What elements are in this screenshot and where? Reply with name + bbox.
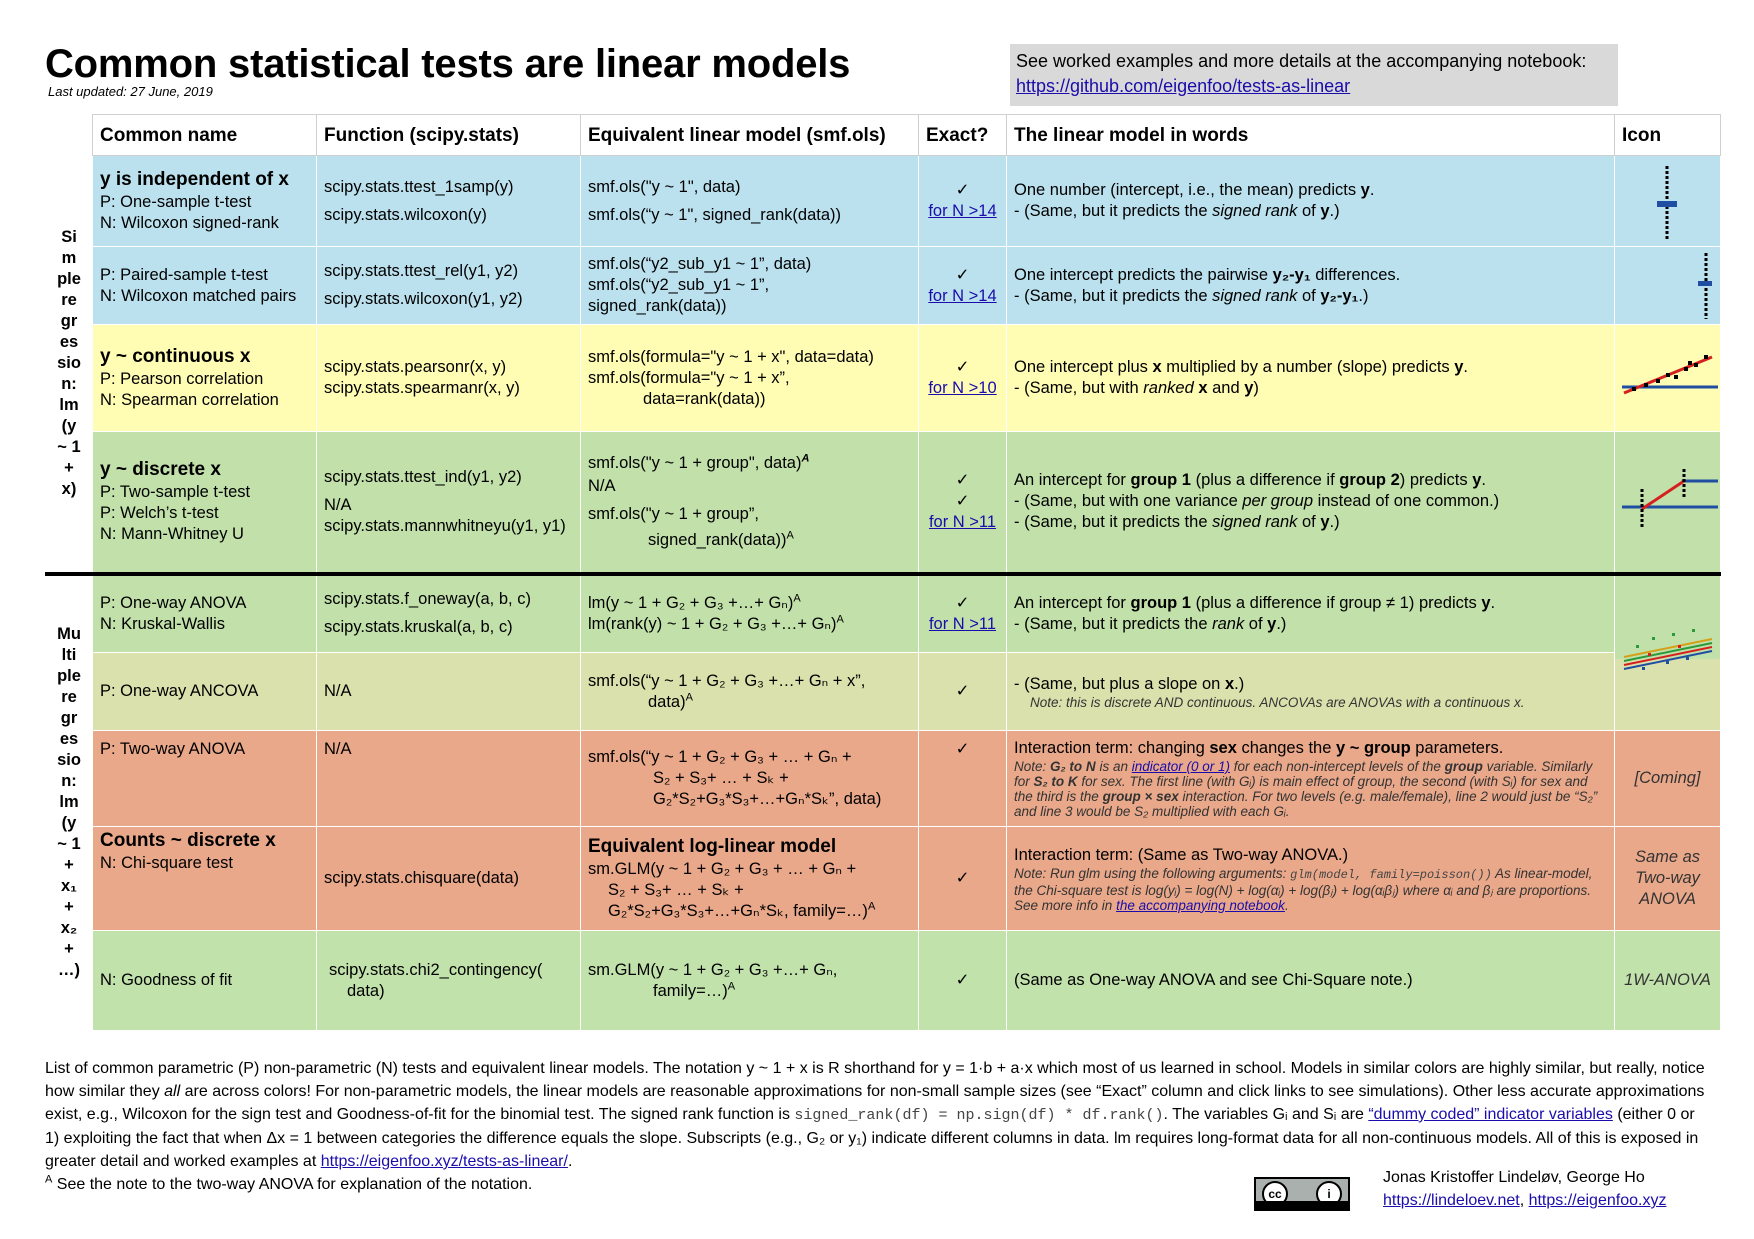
correlation-scatter-icon <box>1614 324 1721 432</box>
table-row: P: Two-way ANOVA N/A smf.ols(“y ~ 1 + G₂… <box>46 730 1721 827</box>
cell-function: scipy.stats.chisquare(data) <box>316 826 581 931</box>
cell-exact: ✓ for N >10 <box>918 324 1007 432</box>
cell-words: - (Same, but plus a slope on x.) Note: th… <box>1006 652 1615 731</box>
author-credits: Jonas Kristoffer Lindeløv, George Ho htt… <box>1383 1169 1667 1209</box>
col-words: The linear model in words <box>1006 114 1615 156</box>
paired-dots-icon <box>1614 246 1721 325</box>
exact-link[interactable]: for N >11 <box>928 614 997 633</box>
cell-common-name: y ~ discrete x P: Two-sample t-test P: Wel… <box>92 431 317 574</box>
cell-function: scipy.stats.ttest_1samp(y) scipy.stats.wi… <box>316 155 581 247</box>
notebook-link[interactable]: https://github.com/eigenfoo/tests-as-lin… <box>1016 76 1351 96</box>
cell-exact: ✓ <box>918 652 1007 731</box>
cell-function: scipy.stats.f_oneway(a, b, c) scipy.stats… <box>316 571 581 653</box>
last-updated: Last updated: 27 June, 2019 <box>48 84 213 99</box>
side-label-multiple: Mu lti ple re gr es sio n: lm (y ~ 1 + x₁ + x₂ +…) <box>45 571 93 1031</box>
cell-common-name: N: Goodness of fit <box>92 930 317 1031</box>
cell-model: smf.ols("y ~ 1 + group", data)A N/A smf.ol… <box>580 431 919 574</box>
cell-words: One number (intercept, i.e., the mean) p… <box>1006 155 1615 247</box>
one-way-anova-label: 1W-ANOVA <box>1614 930 1721 1031</box>
cell-exact: ✓ for N >14 <box>918 155 1007 247</box>
cell-common-name: P: One-way ANOVA N: Kruskal-Wallis <box>92 571 317 653</box>
page-title: Common statistical tests are linear mode… <box>45 42 851 86</box>
cell-common-name: y ~ continuous x P: Pearson correlation N:… <box>92 324 317 432</box>
table-row: y ~ continuous x P: Pearson correlation N:… <box>46 324 1721 432</box>
col-exact: Exact? <box>918 114 1007 156</box>
exact-link[interactable]: for N >11 <box>928 513 997 532</box>
table-row: Counts ~ discrete x N: Chi-square test sc… <box>46 826 1721 931</box>
notebook-note: See worked examples and more details at … <box>1010 44 1618 106</box>
notebook-note-text: See worked examples and more details at … <box>1016 51 1587 71</box>
header-row: Common name Function (scipy.stats) Equiv… <box>45 114 1721 156</box>
same-as-two-way-label: Same as Two-way ANOVA <box>1614 826 1721 931</box>
exact-link[interactable]: for N >10 <box>928 379 997 397</box>
cell-common-name: Counts ~ discrete x N: Chi-square test <box>92 826 317 931</box>
cell-exact: ✓ for N >14 <box>918 246 1007 325</box>
cell-common-name: P: Two-way ANOVA <box>92 730 317 827</box>
table-row: P: One-way ANCOVA N/A smf.ols(“y ~ 1 + G… <box>46 652 1721 731</box>
cell-model: smf.ols(“y ~ 1 + G₂ + G₃ + … + Gₙ + S₂ + … <box>580 730 919 827</box>
cell-model: smf.ols(formula="y ~ 1 + x", data=data) s… <box>580 324 919 432</box>
cell-model: smf.ols(“y ~ 1 + G₂ + G₃ +…+ Gₙ + x”, dat… <box>580 652 919 731</box>
cell-exact: ✓ for N >11 <box>918 571 1007 653</box>
eigenfoo-link[interactable]: https://eigenfoo.xyz <box>1528 1192 1667 1209</box>
table-row: y ~ discrete x P: Two-sample t-test P: Wel… <box>46 431 1721 574</box>
table-row: N: Goodness of fit scipy.stats.chi2_cont… <box>46 930 1721 1031</box>
side-label-simple: Si m ple re gr es sio n: lm (y ~ 1 + x) <box>45 155 93 574</box>
cell-function: scipy.stats.ttest_ind(y1, y2) N/A scipy.st… <box>316 431 581 574</box>
exact-link[interactable]: for N >14 <box>928 202 997 220</box>
anova-scatter-icon <box>1614 571 1721 731</box>
two-group-icon <box>1614 431 1721 574</box>
col-function: Function (scipy.stats) <box>316 114 581 156</box>
cell-words: An intercept for group 1 (plus a differe… <box>1006 571 1615 653</box>
dummy-coded-link[interactable]: “dummy coded” indicator variables <box>1368 1106 1613 1123</box>
col-common-name: Common name <box>92 114 317 156</box>
notebook-note-link[interactable]: the accompanying notebook <box>1116 897 1285 913</box>
cell-words: An intercept for group 1 (plus a differe… <box>1006 431 1615 574</box>
table-row: Mu lti ple re gr es sio n: lm (y ~ 1 + x₁ + x₂ +…) P: O… <box>45 571 1721 1031</box>
cell-function: scipy.stats.ttest_rel(y1, y2) scipy.stats… <box>316 246 581 325</box>
tests-as-linear-link[interactable]: https://eigenfoo.xyz/tests-as-linear/ <box>320 1153 568 1170</box>
lindeloev-link[interactable]: https://lindeloev.net <box>1383 1192 1520 1209</box>
cell-model: Equivalent log-linear model sm.GLM(y ~ 1 … <box>580 826 919 931</box>
cell-exact: ✓ <box>918 930 1007 1031</box>
cell-exact: ✓ <box>918 826 1007 931</box>
cc-by-license-icon: cc i <box>1254 1177 1350 1211</box>
cell-function: N/A <box>316 730 581 827</box>
cell-exact: ✓ <box>918 730 1007 827</box>
tests-table: Common name Function (scipy.stats) Equiv… <box>45 114 1721 1031</box>
cell-words: Interaction term: (Same as Two-way ANOVA… <box>1006 826 1615 931</box>
corner-cell <box>45 114 93 156</box>
table-row: P: Paired-sample t-test N: Wilcoxon match… <box>46 246 1721 325</box>
cell-model: smf.ols(“y2_sub_y1 ~ 1”, data) smf.ols(“y… <box>580 246 919 325</box>
cell-common-name: y is independent of x P: One-sample t-tes… <box>92 155 317 247</box>
one-sample-dots-icon <box>1614 155 1721 247</box>
coming-icon-label: [Coming] <box>1614 730 1721 827</box>
cell-words: One intercept plus x multiplied by a num… <box>1006 324 1615 432</box>
col-icon: Icon <box>1614 114 1721 156</box>
indicator-link[interactable]: indicator (0 or 1) <box>1131 759 1231 774</box>
cell-words: Interaction term: changing sex changes t… <box>1006 730 1615 827</box>
table-row: Si m ple re gr es sio n: lm (y ~ 1 + x) y is indepen… <box>45 155 1721 574</box>
cell-common-name: P: Paired-sample t-test N: Wilcoxon match… <box>92 246 317 325</box>
cell-function: scipy.stats.chi2_contingency(data) <box>316 930 581 1031</box>
cell-words: One intercept predicts the pairwise y₂-y… <box>1006 246 1615 325</box>
cell-model: lm(y ~ 1 + G₂ + G₃ +…+ Gₙ)A lm(rank(y) ~ … <box>580 571 919 653</box>
exact-link[interactable]: for N >14 <box>928 286 997 305</box>
col-linear-model: Equivalent linear model (smf.ols) <box>580 114 919 156</box>
cell-common-name: P: One-way ANCOVA <box>92 652 317 731</box>
footer-notes: List of common parametric (P) non-parame… <box>45 1060 1705 1193</box>
cell-model: smf.ols("y ~ 1", data) smf.ols(“y ~ 1", s… <box>580 155 919 247</box>
cell-function: N/A <box>316 652 581 731</box>
cell-model: sm.GLM(y ~ 1 + G₂ + G₃ +…+ Gₙ, family=…)A <box>580 930 919 1031</box>
cell-exact: ✓ ✓ for N >11 <box>918 431 1007 574</box>
cell-words: (Same as One-way ANOVA and see Chi-Squar… <box>1006 930 1615 1031</box>
cell-function: scipy.stats.pearsonr(x, y) scipy.stats.sp… <box>316 324 581 432</box>
